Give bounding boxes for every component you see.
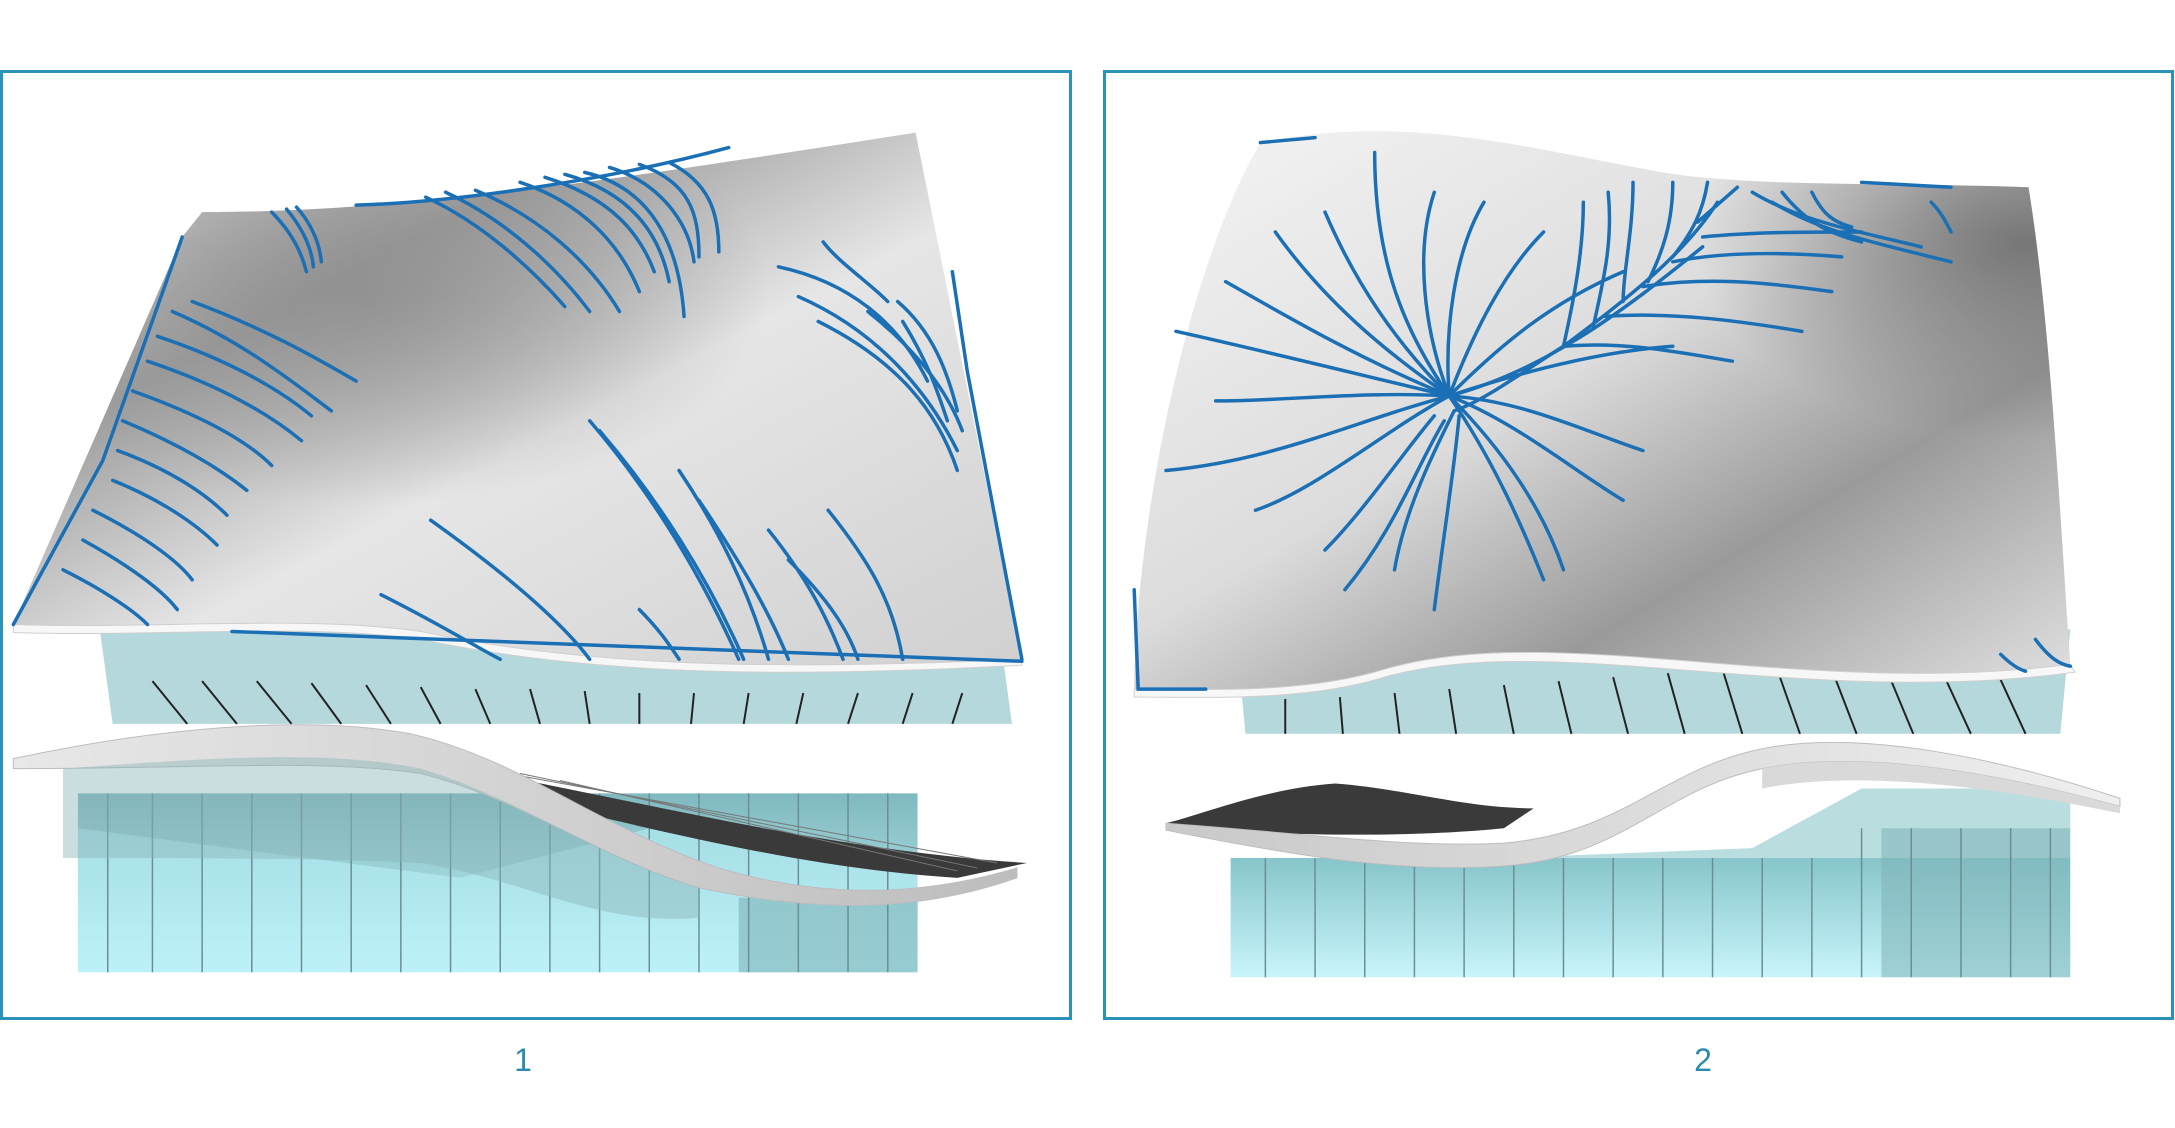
- panel-1-illustration: [3, 73, 1069, 1017]
- panel-2-illustration: [1106, 73, 2171, 1017]
- panel-1: [0, 70, 1072, 1020]
- panel-1-caption: 1: [483, 1042, 563, 1079]
- panel-2-caption: 2: [1663, 1042, 1743, 1079]
- plan-roof-surface: [1134, 131, 2075, 697]
- panel-2: [1103, 70, 2174, 1020]
